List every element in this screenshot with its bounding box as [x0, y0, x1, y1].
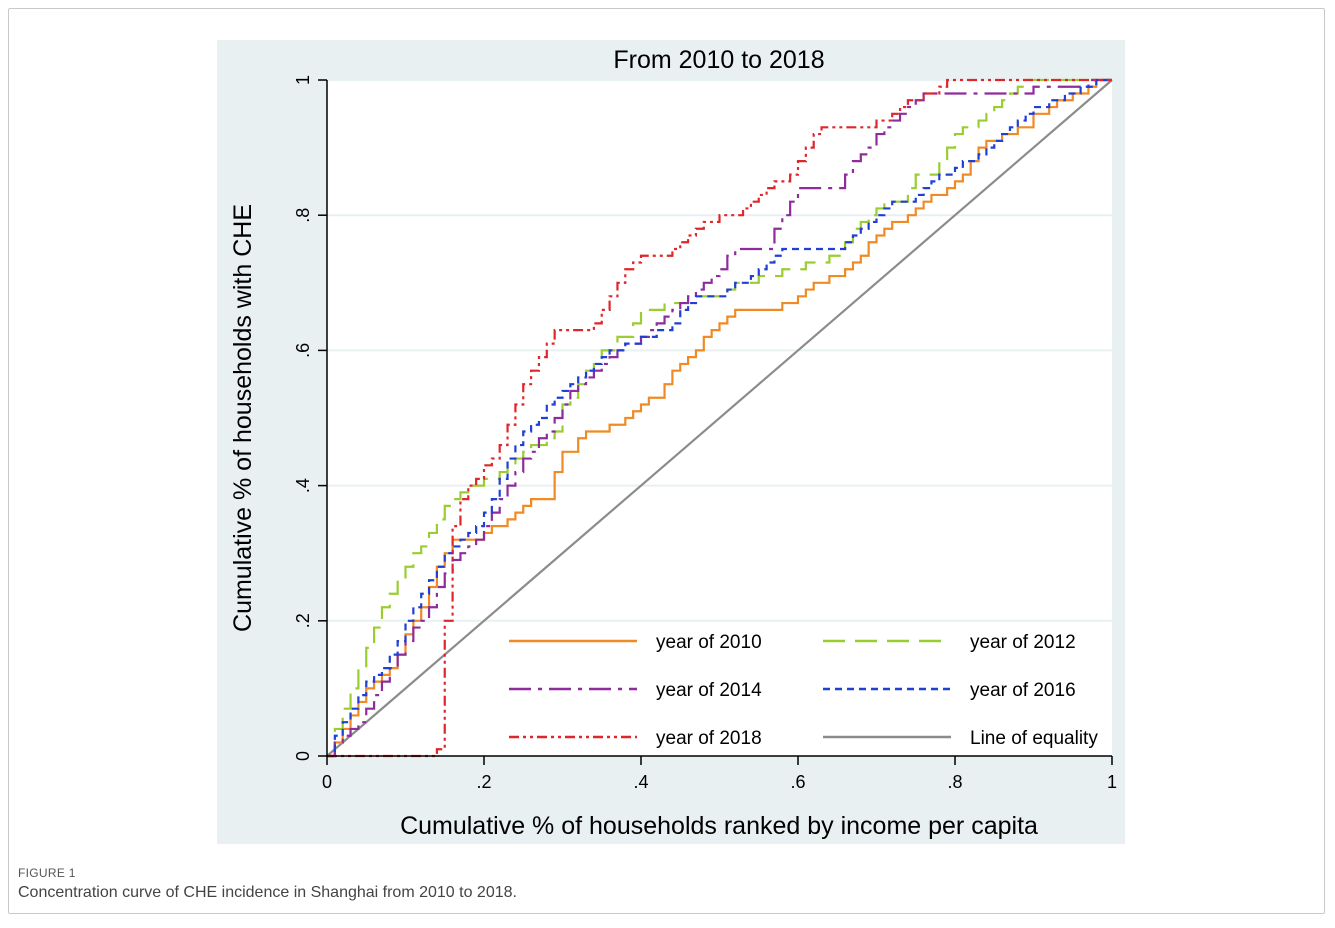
x-tick-label: .2: [476, 772, 491, 792]
legend-label-year-of-2014: year of 2014: [656, 680, 762, 701]
chart-panel: 0.2.4.6.8 1 0.2.4.6.8 1 From 2010 to 2018 …: [217, 40, 1125, 844]
y-axis-label: Cumulative % of households with CHE: [229, 204, 257, 632]
legend-label-line-of-equality: Line of equality: [970, 728, 1098, 749]
y-tick-label: .8: [293, 208, 313, 223]
legend-label-year-of-2010: year of 2010: [656, 632, 762, 653]
legend-label-year-of-2012: year of 2012: [970, 632, 1076, 653]
series-layer: [326, 78, 1113, 758]
y-tick-label: .6: [293, 343, 313, 358]
y-tick-label: 1: [293, 75, 313, 85]
x-tick-label: .6: [790, 772, 805, 792]
series-line-line-of-equality: [326, 79, 1113, 757]
x-axis-label: Cumulative % of households ranked by inc…: [400, 812, 1038, 840]
legend-label-year-of-2016: year of 2016: [970, 680, 1076, 701]
figure-caption: Concentration curve of CHE incidence in …: [18, 884, 517, 901]
series-line-year-of-2016: [327, 78, 1112, 758]
concentration-curve-chart: 0.2.4.6.8 1 0.2.4.6.81 From 2010 to 2018 …: [217, 40, 1125, 844]
figure-frame: [8, 8, 1325, 914]
x-tick-label: 1: [1107, 772, 1117, 792]
legend: year of 2010 year of 2012 year of 2014 year…: [509, 632, 1098, 749]
y-ticks: 0 .2 .4 .6 .8 1: [293, 75, 327, 761]
x-ticks: 0 .2 .4 .6 .8 1: [322, 756, 1117, 792]
y-tick-label: 0: [293, 751, 313, 761]
axes: [326, 80, 1112, 757]
x-tick-label: .8: [947, 772, 962, 792]
x-tick-label: 0: [322, 772, 332, 792]
series-line-year-of-2018: [327, 78, 1112, 758]
y-tick-label: .4: [293, 478, 313, 493]
chart-title: From 2010 to 2018: [613, 46, 824, 74]
figure-label: FIGURE 1: [18, 866, 76, 880]
series-line-year-of-2014: [327, 78, 1112, 758]
legend-label-year-of-2018: year of 2018: [656, 728, 762, 749]
x-tick-label: .4: [633, 772, 648, 792]
y-tick-label: .2: [293, 613, 313, 628]
